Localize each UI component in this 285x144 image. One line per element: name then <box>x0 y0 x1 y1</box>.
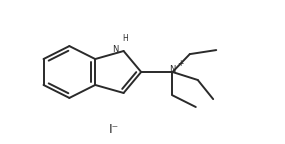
Text: I⁻: I⁻ <box>109 123 119 136</box>
Text: N: N <box>169 65 176 74</box>
Text: H: H <box>122 34 128 43</box>
Text: N: N <box>112 45 118 54</box>
Text: +: + <box>178 59 184 68</box>
